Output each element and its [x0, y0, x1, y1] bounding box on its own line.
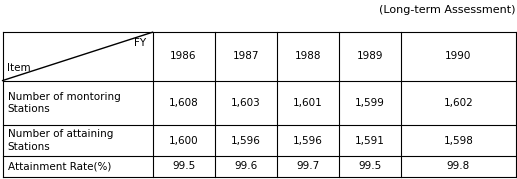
Text: 1,599: 1,599 — [355, 98, 385, 108]
Text: Item: Item — [7, 63, 31, 73]
Text: 99.7: 99.7 — [296, 161, 319, 171]
Text: Number of montoring
Stations: Number of montoring Stations — [8, 92, 120, 114]
Text: 1,608: 1,608 — [169, 98, 199, 108]
Text: 99.6: 99.6 — [234, 161, 257, 171]
Text: 1,601: 1,601 — [293, 98, 323, 108]
Text: (Long-term Assessment): (Long-term Assessment) — [379, 5, 516, 15]
Text: 1,602: 1,602 — [444, 98, 473, 108]
Text: 1,598: 1,598 — [444, 136, 473, 146]
Text: FY: FY — [134, 38, 146, 48]
Text: 1,600: 1,600 — [169, 136, 199, 146]
Text: 1988: 1988 — [294, 51, 321, 61]
Text: 1,591: 1,591 — [355, 136, 385, 146]
Text: 1,596: 1,596 — [293, 136, 323, 146]
Text: 99.5: 99.5 — [358, 161, 381, 171]
Text: 1986: 1986 — [170, 51, 197, 61]
Text: Number of attaining
Stations: Number of attaining Stations — [8, 129, 113, 152]
Text: 1990: 1990 — [445, 51, 472, 61]
Text: Attainment Rate(%): Attainment Rate(%) — [8, 161, 111, 171]
Text: 99.8: 99.8 — [447, 161, 470, 171]
Text: 99.5: 99.5 — [172, 161, 195, 171]
Text: 1,596: 1,596 — [231, 136, 261, 146]
Text: 1987: 1987 — [232, 51, 259, 61]
Text: 1,603: 1,603 — [231, 98, 261, 108]
Text: 1989: 1989 — [356, 51, 383, 61]
